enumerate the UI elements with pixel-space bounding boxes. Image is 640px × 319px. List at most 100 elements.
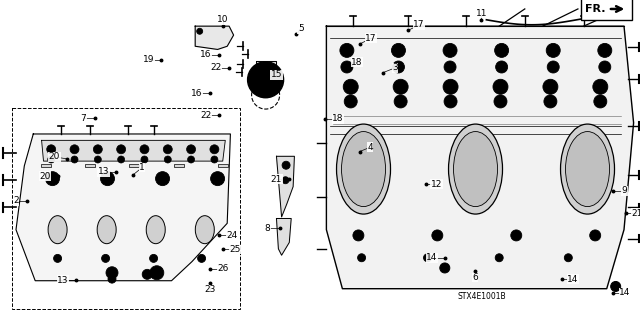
Circle shape	[358, 254, 365, 262]
Text: 20: 20	[49, 152, 60, 161]
Text: 13: 13	[98, 167, 109, 176]
Circle shape	[108, 275, 116, 283]
Text: 20: 20	[39, 172, 51, 181]
Text: 18: 18	[351, 58, 363, 67]
Circle shape	[102, 254, 109, 263]
Circle shape	[444, 61, 456, 73]
Circle shape	[564, 254, 572, 262]
Text: 9: 9	[622, 186, 627, 195]
Circle shape	[344, 95, 357, 108]
Polygon shape	[42, 140, 225, 161]
Text: 4: 4	[367, 143, 372, 152]
Text: 14: 14	[619, 288, 630, 297]
Circle shape	[142, 269, 152, 279]
Bar	[218, 164, 228, 167]
Polygon shape	[276, 156, 294, 217]
Circle shape	[188, 156, 195, 163]
Circle shape	[140, 145, 149, 154]
Text: 16: 16	[200, 50, 212, 59]
Circle shape	[49, 174, 56, 183]
Circle shape	[282, 161, 290, 169]
Text: 8: 8	[265, 224, 270, 233]
Ellipse shape	[449, 124, 502, 214]
Circle shape	[100, 172, 115, 186]
Bar	[12, 108, 240, 309]
Circle shape	[104, 174, 111, 183]
Circle shape	[341, 61, 353, 73]
Circle shape	[150, 254, 157, 263]
Text: 1: 1	[140, 163, 145, 172]
Circle shape	[71, 156, 78, 163]
Circle shape	[211, 172, 225, 186]
Circle shape	[253, 68, 278, 92]
Circle shape	[593, 79, 608, 94]
Circle shape	[613, 284, 618, 289]
Circle shape	[511, 230, 522, 241]
Text: 10: 10	[217, 15, 228, 24]
Circle shape	[45, 172, 60, 186]
Circle shape	[547, 61, 559, 73]
Text: 5: 5	[298, 24, 303, 33]
Circle shape	[544, 95, 557, 108]
Text: 14: 14	[567, 275, 579, 284]
Text: 3: 3	[392, 63, 397, 72]
Text: 23: 23	[204, 285, 216, 294]
Circle shape	[497, 46, 506, 55]
Circle shape	[611, 281, 621, 292]
Circle shape	[187, 145, 196, 154]
Text: 6: 6	[472, 273, 477, 282]
Circle shape	[440, 263, 450, 273]
Text: 18: 18	[332, 114, 344, 123]
Circle shape	[495, 254, 503, 262]
Circle shape	[353, 230, 364, 241]
Text: 17: 17	[365, 34, 377, 43]
Circle shape	[598, 43, 612, 57]
Ellipse shape	[454, 131, 497, 207]
Circle shape	[70, 145, 79, 154]
Circle shape	[394, 46, 403, 55]
Circle shape	[282, 177, 289, 184]
Circle shape	[94, 156, 101, 163]
Circle shape	[152, 268, 161, 277]
Text: 21: 21	[632, 209, 640, 218]
Text: 15: 15	[271, 70, 282, 79]
Ellipse shape	[337, 124, 390, 214]
Circle shape	[445, 46, 454, 55]
Ellipse shape	[146, 216, 165, 244]
Polygon shape	[256, 61, 276, 73]
Text: 11: 11	[476, 9, 487, 18]
Polygon shape	[276, 219, 291, 255]
Circle shape	[424, 254, 431, 262]
Text: 22: 22	[211, 63, 222, 72]
Text: 22: 22	[200, 111, 212, 120]
Circle shape	[392, 43, 406, 57]
Circle shape	[48, 156, 54, 163]
Circle shape	[150, 266, 164, 280]
Circle shape	[210, 145, 219, 154]
Circle shape	[164, 156, 172, 163]
Circle shape	[159, 174, 166, 183]
Text: 2: 2	[13, 197, 19, 205]
Polygon shape	[16, 134, 230, 281]
Circle shape	[495, 61, 508, 73]
Circle shape	[394, 95, 407, 108]
Circle shape	[392, 61, 404, 73]
Bar	[85, 164, 95, 167]
Text: FR.: FR.	[585, 4, 605, 14]
Circle shape	[494, 95, 507, 108]
Circle shape	[342, 46, 351, 55]
Circle shape	[118, 156, 125, 163]
Circle shape	[493, 79, 508, 94]
Circle shape	[54, 254, 61, 263]
Circle shape	[163, 145, 172, 154]
Ellipse shape	[195, 216, 214, 244]
Text: 21: 21	[271, 175, 282, 184]
Circle shape	[600, 46, 609, 55]
Circle shape	[196, 28, 203, 34]
Circle shape	[546, 43, 560, 57]
Ellipse shape	[342, 131, 385, 207]
Circle shape	[259, 73, 273, 87]
Text: 13: 13	[57, 276, 68, 285]
Text: 19: 19	[143, 56, 154, 64]
Text: 24: 24	[226, 231, 237, 240]
